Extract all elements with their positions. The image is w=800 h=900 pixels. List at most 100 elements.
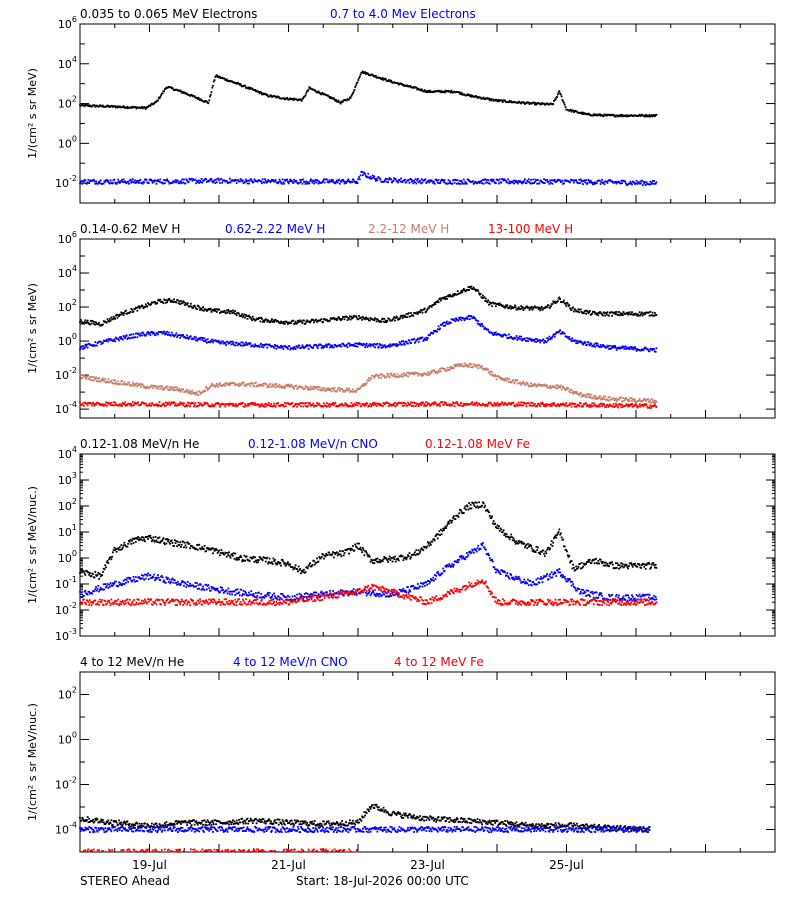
data-point <box>98 321 101 324</box>
data-point <box>578 394 581 396</box>
data-point <box>456 318 459 321</box>
data-point <box>268 343 271 346</box>
data-point <box>498 304 500 306</box>
data-point <box>602 181 605 184</box>
data-point <box>434 303 437 305</box>
data-point <box>171 87 174 89</box>
data-point <box>293 347 296 349</box>
data-point <box>541 180 544 183</box>
data-point <box>373 175 376 178</box>
data-point <box>167 179 169 182</box>
data-point <box>327 404 330 407</box>
data-point <box>328 343 331 346</box>
data-point <box>410 312 412 314</box>
data-point <box>259 343 262 346</box>
data-point <box>219 75 221 78</box>
data-point <box>520 181 523 183</box>
data-point <box>641 184 644 187</box>
data-point <box>572 403 575 406</box>
data-point <box>619 312 622 315</box>
data-point <box>181 178 184 181</box>
data-point <box>589 395 591 398</box>
data-point <box>358 178 361 181</box>
data-point <box>85 377 88 380</box>
data-point <box>350 402 353 404</box>
data-point <box>595 312 597 315</box>
data-point <box>575 392 578 395</box>
data-point <box>491 332 493 334</box>
data-point <box>488 372 491 375</box>
data-point <box>498 376 501 379</box>
data-point <box>619 403 622 406</box>
data-point <box>554 387 557 389</box>
data-point <box>628 348 631 351</box>
data-point <box>615 348 618 351</box>
data-point <box>425 310 428 313</box>
data-point <box>202 337 204 339</box>
data-point <box>254 402 256 405</box>
data-point <box>418 338 421 341</box>
data-point <box>398 179 401 181</box>
data-point <box>93 576 96 579</box>
data-point <box>194 401 197 404</box>
data-point <box>237 82 240 85</box>
data-point <box>247 179 250 182</box>
data-point <box>408 373 411 376</box>
data-point <box>460 289 463 292</box>
data-point <box>287 402 289 405</box>
data-point <box>426 338 428 341</box>
data-point <box>295 179 298 182</box>
data-point <box>647 115 650 118</box>
data-point <box>365 175 367 177</box>
data-point <box>511 306 513 308</box>
data-point <box>415 402 418 405</box>
data-point <box>569 391 571 394</box>
data-point <box>638 403 641 406</box>
data-point <box>589 181 591 184</box>
data-point <box>584 394 587 397</box>
data-point <box>132 333 135 336</box>
data-point <box>393 373 396 375</box>
data-point <box>615 346 617 349</box>
data-point <box>459 182 462 185</box>
data-point <box>546 305 549 308</box>
data-point <box>193 403 196 406</box>
data-point <box>323 318 326 320</box>
data-point <box>455 179 458 182</box>
data-point <box>82 404 85 407</box>
legend-label-1: 0.62-2.22 MeV H <box>225 222 325 236</box>
data-point <box>398 341 401 343</box>
data-point <box>79 374 82 377</box>
data-point <box>516 379 519 382</box>
data-point <box>338 404 341 407</box>
data-point <box>162 302 165 305</box>
data-point <box>443 401 446 404</box>
data-point <box>436 299 439 302</box>
data-point <box>293 346 295 348</box>
data-point <box>364 173 367 175</box>
data-point <box>360 405 363 408</box>
data-point <box>227 402 230 405</box>
data-point <box>113 546 116 549</box>
data-point <box>113 317 116 319</box>
data-point <box>290 322 292 325</box>
data-point <box>212 84 214 87</box>
data-point <box>201 404 204 407</box>
data-point <box>330 390 333 393</box>
data-point <box>235 312 237 315</box>
data-point <box>465 182 468 185</box>
y-tick-label: 106 <box>58 230 77 246</box>
data-point <box>298 403 301 406</box>
data-point <box>643 347 646 350</box>
data-point <box>287 385 289 388</box>
data-point <box>171 541 174 544</box>
data-point <box>524 337 526 340</box>
data-point <box>114 379 117 382</box>
data-point <box>222 340 224 343</box>
data-point <box>533 403 536 405</box>
data-point <box>420 403 422 406</box>
data-point <box>227 309 230 311</box>
data-point <box>203 401 206 404</box>
data-point <box>355 180 358 183</box>
data-point <box>530 385 533 388</box>
